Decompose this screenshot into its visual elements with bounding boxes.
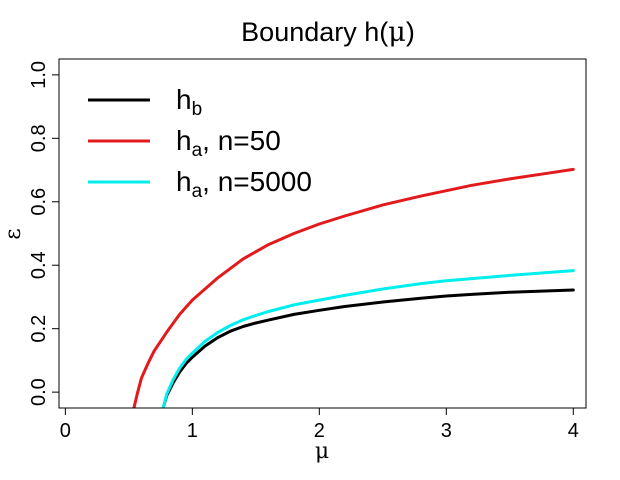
x-tick-label: 2 [314,420,325,442]
series-line-1 [161,288,575,408]
y-tick-label: 0.2 [28,315,50,343]
title-prefix: Boundary h( [241,17,388,47]
x-tick-label: 4 [568,420,579,442]
legend: hb ha, n=50 ha, n=5000 [88,84,312,202]
x-tick-label: 3 [441,420,452,442]
y-axis-label: ε [1,228,26,239]
y-tick-label: 0.8 [28,124,50,152]
y-tick-label: 1.0 [28,61,50,89]
series-layer [132,167,575,408]
series-line-2 [132,167,575,408]
title-symbol: μ [388,17,406,48]
legend-label-1: hb [176,84,202,120]
x-tick-label: 1 [187,420,198,442]
y-tick-label: 0.6 [28,188,50,216]
legend-label-3: ha, n=5000 [176,166,312,202]
legend-label-2: ha, n=50 [176,125,281,161]
title-suffix: ) [406,17,415,47]
y-tick-label: 0.4 [28,251,50,279]
chart-title: Boundary h(μ) [241,17,415,48]
x-tick-label: 0 [60,420,71,442]
series-line-3 [161,269,575,408]
y-axis: 0.0 0.2 0.4 0.6 0.8 1.0 [28,61,60,406]
plot-area-frame [58,58,587,409]
x-axis-label: μ [315,439,329,464]
y-tick-label: 0.0 [28,378,50,406]
x-axis: 0 1 2 3 4 [60,407,579,442]
